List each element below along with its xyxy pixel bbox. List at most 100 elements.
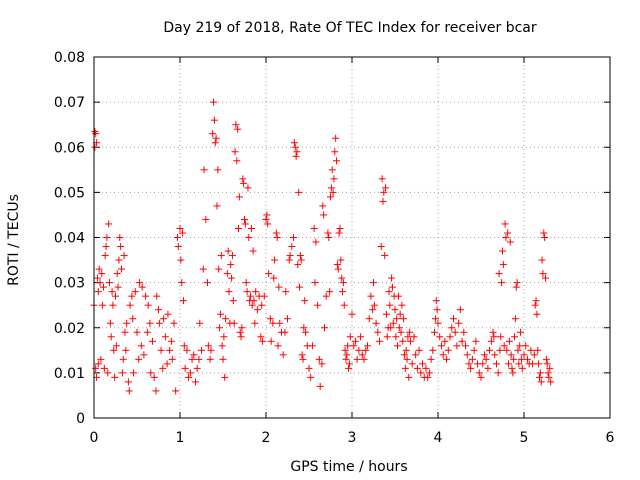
data-point [92,130,100,138]
data-point [273,234,281,241]
plot-frame [93,56,611,419]
data-point [136,279,144,287]
data-point [117,243,125,251]
data-point [129,315,137,323]
data-point [172,387,180,395]
data-point [367,292,375,300]
data-point [102,243,110,251]
x-tick-label: 0 [90,430,99,446]
data-point [286,252,294,260]
data-point [344,342,352,350]
data-point [316,382,324,390]
data-point [147,369,155,377]
data-point [210,116,218,124]
data-point [357,333,365,341]
data-point [335,229,343,237]
data-point [429,346,437,354]
data-point [200,166,208,174]
data-point [94,288,102,296]
data-point [142,292,150,300]
data-point [398,301,406,309]
data-point [455,319,463,327]
data-point [350,342,358,350]
data-point [212,134,220,142]
data-point [365,315,373,323]
data-point [167,337,175,345]
data-point [95,265,103,273]
data-point [222,315,230,323]
data-point [342,355,350,363]
data-point [383,333,391,341]
data-point [510,355,518,363]
data-point [112,342,120,350]
data-point [392,333,400,341]
data-point [109,301,117,309]
data-point [305,364,313,372]
data-point [372,319,380,327]
data-point [124,378,132,386]
data-point [460,328,468,336]
data-point [297,256,305,264]
data-point [434,319,442,327]
data-point [144,301,152,309]
data-point [299,355,307,363]
data-point [401,364,409,372]
data-point [291,143,299,151]
data-point [234,224,242,232]
data-point [233,157,241,165]
data-point [363,342,371,350]
data-point [513,279,521,287]
data-point [327,184,335,192]
data-point [499,247,506,255]
data-point [239,175,247,183]
x-tick-label: 2 [262,430,271,446]
data-point [322,292,330,300]
x-tick-label: 6 [606,430,615,446]
data-point [143,328,151,336]
data-point [228,252,236,260]
data-point [290,234,298,241]
data-point [480,351,488,359]
data-point [207,346,215,354]
data-point [406,328,414,336]
data-point [294,261,302,269]
data-point [391,306,399,314]
data-point [436,333,444,341]
data-point [425,369,433,377]
data-point [489,328,497,336]
data-point [111,373,119,381]
data-point [300,324,308,332]
data-point [353,355,361,363]
data-point [541,234,549,241]
data-point [448,324,456,332]
data-point [179,229,187,237]
data-point [140,351,148,359]
data-point [444,346,452,354]
data-point [499,261,507,269]
data-point [177,256,185,264]
data-point [467,364,475,372]
data-point [397,328,405,336]
data-point [114,283,122,291]
data-point [374,328,382,336]
data-point [424,373,432,381]
data-point [248,301,256,309]
data-point [153,292,161,300]
data-point [296,283,304,291]
data-point [146,319,154,327]
data-point [103,234,111,241]
data-point [403,355,411,363]
data-point [166,346,174,354]
data-point [546,364,554,372]
data-point [195,355,203,363]
data-point [484,364,492,372]
data-point [446,333,454,341]
y-axis-label: ROTI / TECUs [6,194,22,286]
data-point [538,256,546,264]
data-point [168,355,176,363]
y-tick-label: 0.01 [54,366,85,382]
data-point [388,274,396,282]
data-point [482,355,490,363]
data-point [399,337,407,345]
data-point [341,346,349,354]
